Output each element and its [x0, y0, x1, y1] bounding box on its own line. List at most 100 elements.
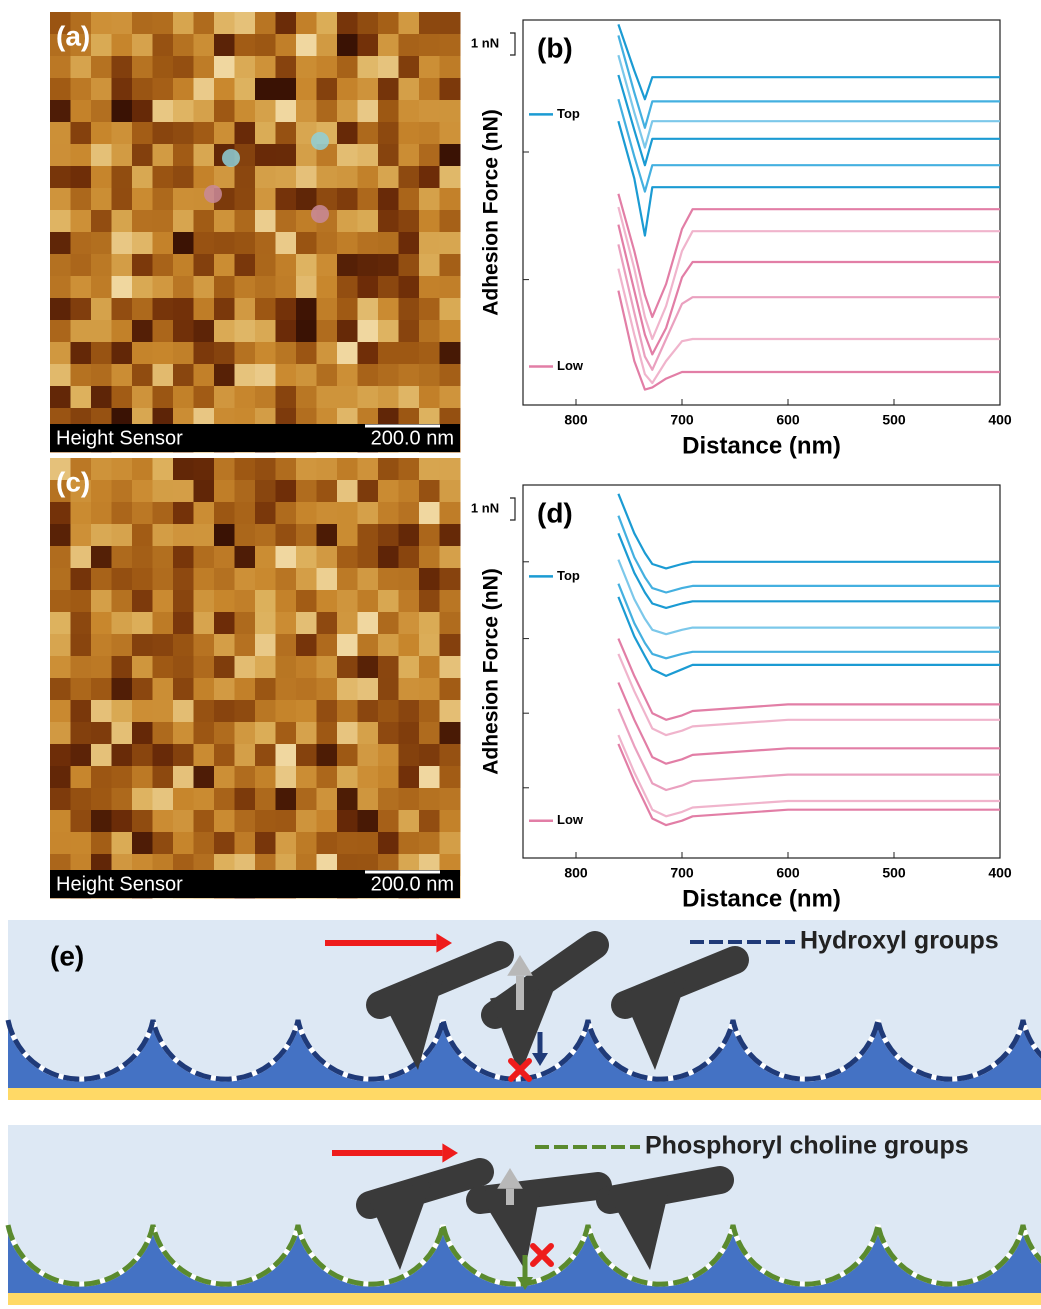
pixel [296, 166, 317, 189]
pixel [173, 678, 194, 701]
legend-label: Top [557, 568, 580, 583]
x-tick-label: 800 [564, 412, 588, 428]
pixel [357, 232, 379, 255]
pixel [152, 766, 174, 789]
pixel [255, 298, 276, 321]
pixel [50, 78, 71, 101]
pixel [439, 524, 461, 547]
pixel [255, 34, 276, 57]
pixel [337, 56, 358, 79]
pixel [296, 342, 317, 365]
pixel [214, 502, 235, 525]
pixel [70, 656, 92, 679]
pixel [337, 700, 358, 723]
pixel [357, 254, 379, 277]
force-curve [617, 193, 1000, 319]
pixel [378, 502, 399, 525]
pixel [275, 232, 297, 255]
pixel [337, 386, 358, 409]
pixel [419, 386, 440, 409]
pixel [439, 188, 461, 211]
pixel [398, 298, 420, 321]
x-tick-label: 500 [882, 865, 906, 881]
pixel [398, 502, 420, 525]
pixel [337, 744, 358, 767]
pixel [214, 744, 235, 767]
pixel [111, 232, 133, 255]
pixel [152, 122, 174, 145]
pixel [91, 210, 112, 233]
pixel [214, 100, 235, 123]
pixel [111, 210, 133, 233]
pixel [398, 144, 420, 167]
pixel [296, 524, 317, 547]
pixel [398, 788, 420, 811]
pixel [398, 458, 420, 481]
pixel [111, 254, 133, 277]
panel-label: (b) [537, 32, 573, 63]
pixel [419, 100, 440, 123]
pixel [234, 502, 256, 525]
pixel [70, 502, 92, 525]
pixel [50, 524, 71, 547]
pixel [234, 342, 256, 365]
pixel [173, 188, 194, 211]
pixel [214, 524, 235, 547]
pixel [50, 386, 71, 409]
pixel [439, 342, 461, 365]
pixel [111, 166, 133, 189]
pixel [214, 12, 235, 35]
pixel [316, 386, 338, 409]
pixel [378, 56, 399, 79]
pixel [214, 166, 235, 189]
pixel [214, 590, 235, 613]
pixel [193, 678, 215, 701]
x-tick-label: 400 [988, 865, 1012, 881]
pixel [152, 656, 174, 679]
pixel [378, 634, 399, 657]
legend-label: Low [557, 358, 584, 373]
pixel [70, 744, 92, 767]
pixel [234, 166, 256, 189]
pixel [132, 766, 153, 789]
pixel [275, 56, 297, 79]
pixel [316, 612, 338, 635]
scale-bar [510, 497, 516, 521]
pixel [419, 656, 440, 679]
pixel [378, 480, 399, 503]
pixel [152, 700, 174, 723]
pixel [50, 480, 71, 503]
pixel [398, 546, 420, 569]
pixel [50, 144, 71, 167]
force-curve [617, 206, 1000, 341]
pixel [50, 568, 71, 591]
pixel [214, 56, 235, 79]
force-curve [617, 54, 1000, 149]
pixel [132, 298, 153, 321]
pixel [398, 568, 420, 591]
pixel [50, 634, 71, 657]
pixel [70, 700, 92, 723]
pixel [234, 810, 256, 833]
pixel [234, 722, 256, 745]
pixel [255, 744, 276, 767]
pixel [214, 546, 235, 569]
pixel [398, 810, 420, 833]
pixel [91, 458, 112, 481]
pixel [255, 788, 276, 811]
pixel [234, 364, 256, 387]
pixel [193, 144, 215, 167]
pixel [70, 298, 92, 321]
pixel [50, 342, 71, 365]
pixel [296, 232, 317, 255]
pixel [91, 320, 112, 343]
pixel [70, 122, 92, 145]
force-curve [617, 743, 1000, 827]
pixel [255, 678, 276, 701]
pixel [357, 656, 379, 679]
pixel [337, 232, 358, 255]
pixel [50, 320, 71, 343]
pixel [173, 56, 194, 79]
pixel [419, 56, 440, 79]
pixel [337, 364, 358, 387]
